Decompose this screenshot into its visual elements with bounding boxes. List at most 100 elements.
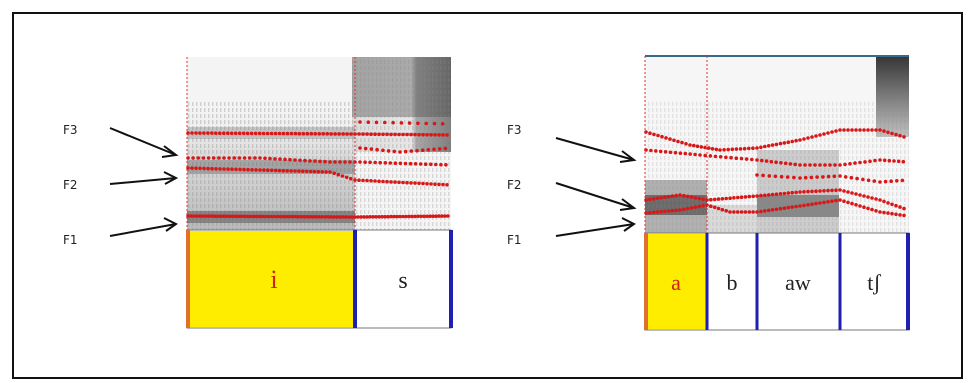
left-f4-dot [369, 147, 374, 151]
right-f2-dot [842, 189, 846, 193]
right-f2-dot [794, 190, 798, 195]
right-f2-dot [802, 190, 806, 194]
right-f1-dot [798, 204, 802, 208]
right-f2-dot [747, 194, 752, 199]
left-f1-dot [362, 215, 366, 219]
left-f2b-dot [227, 156, 231, 160]
right-f2-dot [782, 191, 787, 196]
right-f2-dot [732, 196, 736, 200]
right-f3-label: F3 [507, 123, 522, 137]
arrow-right-f2 [555, 182, 635, 209]
left-f2b-dot [439, 162, 443, 167]
left-f2b-dot [318, 159, 322, 164]
left-f2-dot [202, 166, 206, 171]
left-f1-dot [263, 214, 268, 219]
right-f3b-dot [798, 163, 802, 167]
right-f2-dot [663, 195, 667, 199]
left-f3-dot [349, 132, 353, 136]
right-f3-dot [726, 147, 730, 152]
segment-a[interactable] [646, 234, 707, 329]
left-f1-dot [326, 215, 331, 219]
right-f3b-dot [774, 160, 778, 164]
right-f3-dot [866, 128, 870, 132]
right-f3b-dot [724, 155, 728, 160]
right-f2-dot [858, 193, 862, 197]
arrow-left-f3 [109, 127, 177, 156]
right-f2-dot [763, 193, 767, 198]
left-f3-dot [373, 132, 377, 136]
left-f2-dot [210, 166, 214, 171]
left-f3-dot [417, 132, 421, 137]
left-f2-dot [293, 169, 297, 173]
right-arrows [555, 137, 637, 237]
left-f3-dot [269, 131, 274, 136]
left-f2-dot [324, 170, 328, 174]
left-f2-dot [373, 179, 377, 183]
left-f3-dot [413, 132, 417, 137]
right-f3b-dot [703, 153, 707, 158]
segment-label-aw: aw [785, 270, 811, 295]
left-f3-dot [301, 131, 306, 136]
right-f3-dot [858, 128, 862, 132]
right-f1-dot [697, 204, 702, 209]
left-f3-dot [317, 132, 322, 136]
left-f2-dot [316, 169, 321, 174]
left-f1-dot [201, 214, 205, 218]
right-f3b-dot [708, 154, 713, 158]
right-f3b-dot [713, 154, 718, 159]
right-f1-dot [663, 209, 667, 214]
right-f1-dot [810, 202, 814, 206]
segment-i[interactable] [188, 231, 355, 327]
left-f3-dot [285, 131, 290, 136]
right-f3b-dot [848, 162, 852, 166]
right-f2-dot [790, 190, 794, 195]
left-f1-dot [359, 215, 363, 219]
left-f2-dot [332, 171, 337, 176]
right-f1-dot [874, 209, 878, 213]
left-f3-dot [293, 131, 298, 136]
right-f2-dot [778, 192, 783, 196]
right-f1-dot [755, 210, 759, 214]
right-f1-dot [834, 198, 838, 203]
right-f1-dot [763, 209, 767, 213]
left-f2-dot [269, 168, 274, 173]
right-f3b-dot [896, 159, 901, 164]
right-f3-dot [846, 128, 850, 132]
right-f3b-dot [892, 159, 896, 163]
left-f2b-dot [378, 160, 383, 165]
right-f3-dot [714, 147, 719, 152]
right-f3-dot [898, 133, 902, 138]
left-f3-dot [361, 132, 365, 136]
left-f2b-dot [253, 156, 257, 160]
left-f2b-dot [388, 161, 393, 165]
left-f2-dot [246, 167, 250, 172]
right-f1-dot [705, 203, 709, 207]
right-f1-dot [666, 209, 671, 213]
left-f2b-dot [429, 162, 433, 167]
right-f2-dot [736, 195, 740, 200]
left-f2b-dot [333, 160, 337, 164]
left-f2-dot [281, 168, 286, 173]
right-f1-dot [802, 203, 806, 208]
left-f2b-dot [298, 158, 302, 163]
left-f1-dot [275, 214, 280, 219]
right-f3b-dot [901, 159, 906, 164]
left-f3-dot [237, 131, 242, 136]
right-f3-dot [676, 139, 680, 144]
left-f1-dot [213, 214, 217, 218]
left-f4-dot [437, 147, 442, 151]
right-f3-dot [722, 148, 726, 152]
right-f2-dot [838, 188, 842, 192]
right-f1-dot [850, 201, 854, 206]
left-f1-dot [320, 215, 325, 219]
right-f2-dot [697, 196, 702, 201]
right-f1-dot [822, 200, 826, 205]
right-f3b-dot [878, 158, 882, 162]
left-f1-dot [305, 214, 310, 219]
left-f2-dot [230, 167, 234, 171]
right-f1-label: F1 [507, 233, 522, 247]
left-f1-dot [284, 214, 289, 219]
right-f3-dot [814, 134, 818, 138]
left-f2b-dot [434, 162, 438, 167]
right-f1-dot [644, 211, 648, 215]
